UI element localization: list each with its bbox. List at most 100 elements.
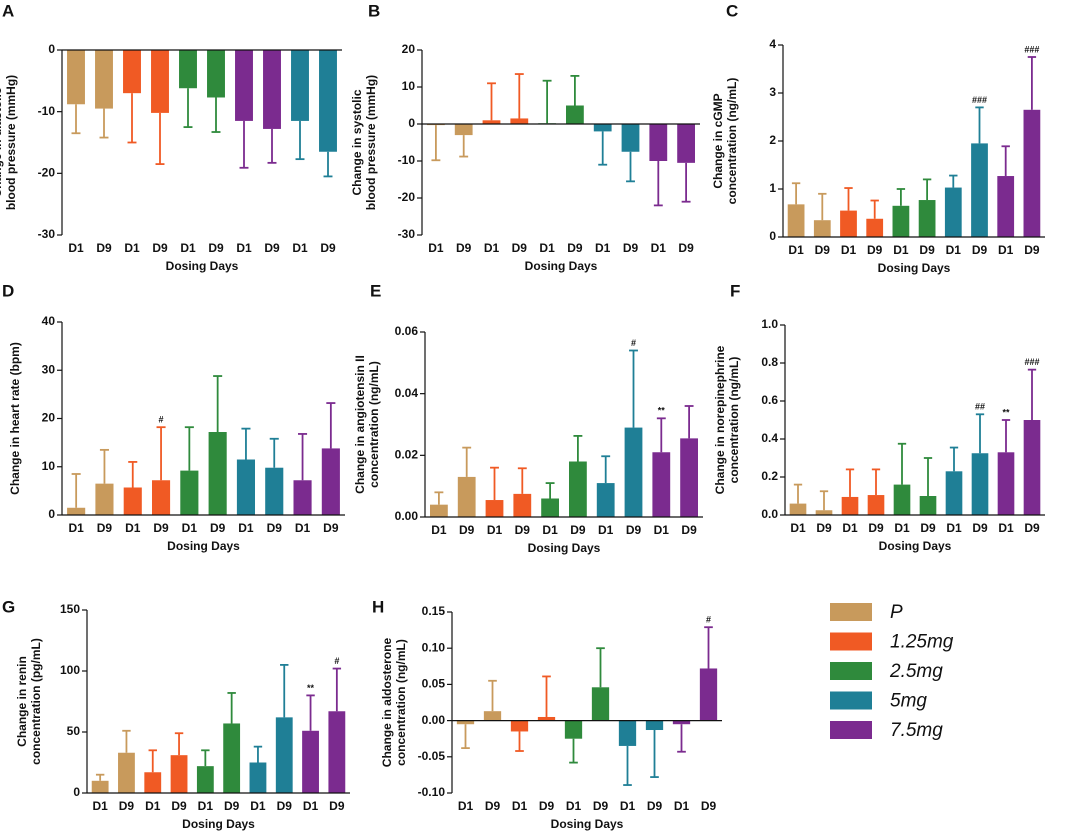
x-tick-label: D1	[198, 799, 214, 813]
x-tick-label: D1	[250, 799, 266, 813]
y-tick-label: 0.2	[761, 469, 778, 483]
y-tick-label: 40	[42, 314, 56, 328]
bar	[945, 471, 963, 515]
y-tick-label: -0.10	[418, 785, 446, 799]
y-tick-label: -30	[38, 227, 56, 241]
bar	[866, 218, 884, 237]
x-axis-label: Dosing Days	[167, 539, 240, 553]
bar	[456, 720, 475, 725]
bar	[118, 752, 135, 793]
x-tick-label: D9	[1024, 521, 1040, 535]
y-tick-label: 0.05	[422, 677, 446, 691]
x-tick-label: D1	[145, 799, 161, 813]
bar	[510, 720, 529, 732]
x-tick-label: D1	[68, 241, 84, 255]
x-tick-label: D1	[458, 799, 474, 813]
x-tick-label: D1	[236, 241, 252, 255]
bar	[677, 124, 695, 163]
bar	[151, 480, 171, 515]
bar	[618, 720, 637, 746]
x-tick-label: D9	[97, 521, 113, 535]
x-axis-label: Dosing Days	[551, 817, 624, 831]
x-tick-label: D1	[598, 523, 614, 537]
bar	[207, 50, 225, 98]
bar	[569, 461, 587, 517]
x-tick-label: D9	[972, 521, 988, 535]
y-tick-label: 0.10	[422, 640, 446, 654]
y-tick-label: -10	[38, 104, 56, 118]
y-axis-label: concentration (pg/mL)	[29, 638, 43, 765]
bar	[892, 205, 910, 237]
x-tick-label: D1	[431, 523, 447, 537]
x-tick-label: D9	[567, 241, 583, 255]
bar	[170, 755, 188, 793]
bar	[513, 493, 532, 517]
y-tick-label: 1.0	[761, 317, 778, 331]
bar	[919, 496, 937, 515]
panel-label: B	[368, 1, 380, 20]
x-tick-label: D1	[182, 521, 198, 535]
x-tick-label: D1	[542, 523, 558, 537]
y-tick-label: 100	[60, 663, 80, 677]
bar	[699, 668, 718, 721]
y-tick-label: 0.06	[395, 324, 419, 338]
bar	[789, 503, 807, 515]
annotation: ##	[975, 402, 985, 412]
x-axis-label: Dosing Days	[879, 539, 952, 553]
bar	[867, 495, 885, 515]
bar	[680, 438, 698, 517]
legend-label: 1.25mg	[890, 632, 954, 653]
y-axis-label: Change in angiotensin II	[353, 355, 367, 494]
bar	[328, 711, 346, 793]
y-tick-label: 0.8	[761, 355, 778, 369]
bar	[430, 504, 448, 517]
x-tick-label: D9	[171, 799, 187, 813]
bar	[95, 483, 114, 515]
y-tick-label: 1	[769, 181, 776, 195]
legend-label: 2.5mg	[889, 661, 943, 682]
x-tick-label: D1	[180, 241, 196, 255]
bar	[223, 723, 241, 793]
panel-label: F	[730, 281, 740, 300]
bar	[457, 476, 476, 517]
bar	[275, 717, 293, 793]
y-tick-label: -20	[398, 190, 416, 204]
x-tick-label: D1	[651, 241, 667, 255]
y-tick-label: -0.05	[418, 749, 446, 763]
bar	[537, 716, 556, 721]
bar	[1023, 109, 1041, 237]
panel-label: A	[2, 1, 14, 20]
legend-swatch	[830, 632, 872, 651]
x-tick-label: D1	[893, 243, 909, 257]
x-tick-label: D1	[484, 241, 500, 255]
legend-label: 5mg	[890, 691, 927, 712]
annotation: #	[159, 415, 164, 425]
y-tick-label: -20	[38, 166, 56, 180]
bar	[621, 124, 640, 152]
bar	[151, 50, 169, 113]
x-tick-label: D9	[277, 799, 293, 813]
x-tick-label: D9	[224, 799, 240, 813]
y-tick-label: -30	[398, 227, 416, 241]
bar	[291, 50, 309, 121]
x-tick-label: D1	[790, 521, 806, 535]
x-tick-label: D9	[701, 799, 717, 813]
x-tick-label: D9	[153, 521, 169, 535]
y-axis-label: Change in heart rate (bpm)	[8, 342, 22, 495]
legend-swatch	[830, 691, 872, 710]
x-tick-label: D1	[946, 521, 962, 535]
x-tick-label: D9	[570, 523, 586, 537]
x-tick-label: D9	[919, 243, 935, 257]
y-tick-label: 0.00	[395, 509, 419, 523]
y-tick-label: 0.4	[761, 431, 778, 445]
annotation: #	[334, 656, 339, 666]
x-tick-label: D1	[295, 521, 311, 535]
x-axis-label: Dosing Days	[166, 259, 239, 273]
x-tick-label: D1	[428, 241, 444, 255]
bar	[249, 762, 267, 793]
x-tick-label: D9	[329, 799, 345, 813]
x-tick-label: D9	[323, 521, 339, 535]
x-tick-label: D1	[842, 521, 858, 535]
y-tick-label: 2	[769, 133, 776, 147]
y-axis-label: Change in renin	[15, 656, 29, 747]
